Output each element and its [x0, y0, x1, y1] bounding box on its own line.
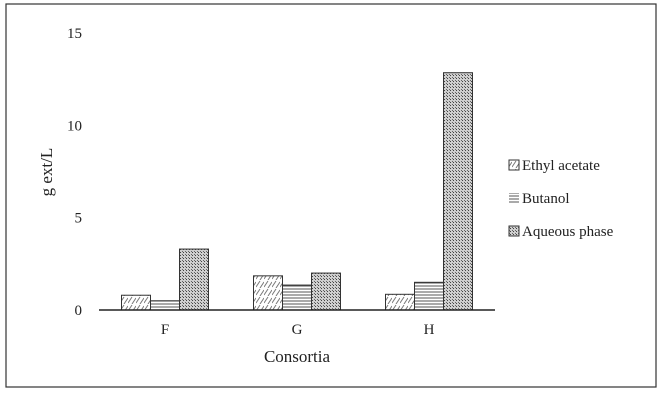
y-tick-label: 0 — [75, 303, 83, 319]
chart-frame — [5, 3, 657, 388]
bar-butanol-g — [282, 284, 312, 311]
bars — [121, 72, 473, 311]
y-tick-label: 10 — [67, 118, 82, 134]
y-axis-label: g ext/L — [37, 148, 56, 197]
x-axis-label: Consortia — [264, 347, 331, 366]
legend-label: Butanol — [522, 191, 570, 207]
bar-butanol-f — [150, 300, 180, 311]
bar-ethyl-acetate-h — [385, 293, 415, 311]
bar-aqueous-phase-h — [443, 72, 473, 311]
x-tick-label: H — [424, 322, 435, 338]
legend-swatch — [508, 225, 520, 237]
legend-label: Ethyl acetate — [522, 158, 600, 174]
bar-butanol-h — [414, 281, 444, 311]
y-axis-ticks: 0 5 10 15 — [67, 26, 82, 319]
bar-ethyl-acetate-f — [121, 294, 151, 311]
y-tick-label: 5 — [75, 211, 83, 227]
legend-label: Aqueous phase — [522, 224, 614, 240]
y-tick-label: 15 — [67, 26, 82, 42]
bar-aqueous-phase-f — [179, 248, 209, 311]
x-tick-label: G — [292, 322, 303, 338]
legend: Ethyl acetate Butanol Aqueous phase — [508, 158, 614, 240]
x-tick-label: F — [161, 322, 169, 338]
legend-swatch — [509, 193, 519, 203]
bar-ethyl-acetate-g — [253, 275, 283, 311]
legend-swatch — [508, 159, 520, 171]
x-axis-ticks: F G H — [161, 322, 435, 338]
bar-aqueous-phase-g — [311, 272, 341, 311]
